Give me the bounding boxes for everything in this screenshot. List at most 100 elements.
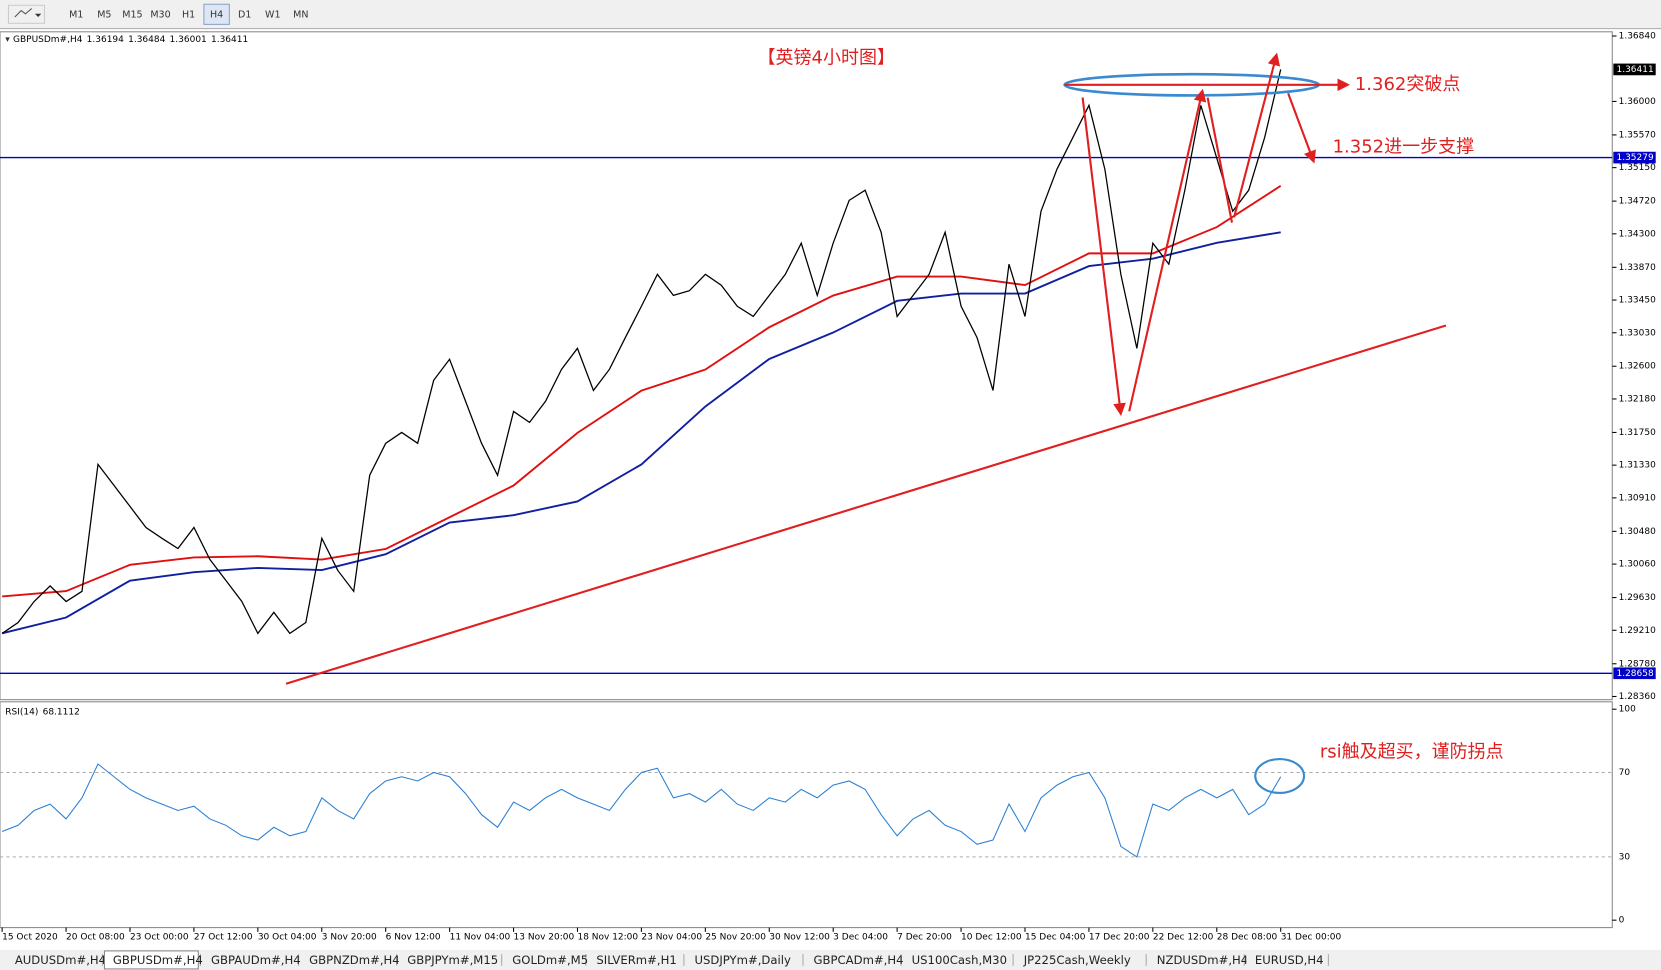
tab[interactable] [398, 950, 500, 969]
timeframe-label[interactable]: H1 [182, 9, 195, 20]
y-tick-label: 1.35150 [1619, 163, 1656, 173]
y-tick-label: 1.28360 [1619, 692, 1656, 702]
tab[interactable] [1246, 950, 1327, 969]
annotations: 【英镑4小时图】 1.362突破点 1.352进一步支撑 rsi触及超买，谨防拐… [285, 47, 1504, 795]
tab[interactable] [587, 950, 682, 969]
tab[interactable] [503, 950, 584, 969]
timeframe-label[interactable]: H4 [210, 9, 223, 20]
price-line [1, 69, 1282, 635]
timeframe-button[interactable] [147, 4, 174, 25]
timeframe-button[interactable] [260, 4, 286, 25]
level-label-box [1613, 151, 1656, 164]
tab-label[interactable]: GBPJPYm#,M15 [407, 953, 498, 967]
tab-label[interactable]: GBPNZDm#,H4 [309, 953, 400, 967]
high: 1.36484 [128, 35, 165, 45]
zigzag-line [1206, 97, 1234, 223]
breakout-label: 1.362突破点 [1355, 74, 1460, 95]
rsi-title: RSI(14) [5, 707, 38, 717]
x-tick-label: 11 Nov 04:00 [450, 933, 511, 943]
tab-label[interactable]: EURUSD,H4 [1255, 953, 1324, 967]
rsi-note: rsi触及超买，谨防拐点 [1320, 742, 1504, 763]
tab[interactable] [686, 950, 801, 969]
tab[interactable] [6, 950, 101, 969]
tab-label[interactable]: SILVERm#,H1 [596, 953, 676, 967]
tab[interactable] [1148, 950, 1243, 969]
x-tick-label: 30 Oct 04:00 [258, 933, 317, 943]
tab[interactable] [202, 950, 297, 969]
moving-average [1, 231, 1281, 635]
rsi-ellipse [1254, 757, 1306, 795]
x-tick-label: 3 Dec 04:00 [833, 933, 888, 943]
tab-label[interactable]: NZDUSDm#,H4 [1157, 953, 1248, 967]
tab-label[interactable]: GBPCADm#,H4 [814, 953, 904, 967]
timeframe-button[interactable] [119, 4, 146, 25]
chart-title: 【英镑4小时图】 [758, 47, 895, 68]
timeframe-button[interactable] [231, 4, 258, 25]
y-tick-label: 1.30480 [1619, 527, 1656, 537]
tab-label[interactable]: GBPAUDm#,H4 [211, 953, 301, 967]
tab-label[interactable]: US100Cash,M30 [912, 953, 1007, 967]
level-label-box [1613, 667, 1656, 680]
level-label: 1.28658 [1617, 669, 1654, 679]
y-tick-label: 1.31330 [1619, 461, 1656, 471]
y-tick-label: 1.29210 [1619, 626, 1656, 636]
tab-label[interactable]: AUDUSDm#,H4 [15, 953, 106, 967]
y-tick-label: 1.36000 [1619, 97, 1656, 107]
timeframe-label[interactable]: W1 [265, 9, 280, 20]
x-tick-label: 15 Oct 2020 [2, 933, 58, 943]
rsi-header: RSI(14) 68.1112 [5, 707, 80, 717]
tab[interactable] [805, 950, 899, 969]
x-tick-label: 6 Nov 12:00 [386, 933, 441, 943]
rsi-line [1, 763, 1282, 858]
y-tick-label: 1.33870 [1619, 263, 1656, 273]
x-tick-label: 22 Dec 12:00 [1153, 933, 1214, 943]
tab[interactable] [903, 950, 1012, 969]
timeframe-label[interactable]: M30 [150, 9, 170, 20]
timeframe-label[interactable]: M5 [97, 9, 111, 20]
rsi-panel [0, 701, 1613, 929]
x-tick-label: 7 Dec 20:00 [897, 933, 952, 943]
tab[interactable] [1015, 950, 1145, 969]
tab-label[interactable]: GBPUSDm#,H4 [113, 953, 203, 967]
timeframe-label[interactable]: D1 [238, 9, 251, 20]
last-price-label: 1.36411 [1617, 65, 1654, 75]
timeframe-button[interactable] [175, 4, 202, 25]
x-tick-label: 27 Oct 12:00 [194, 933, 253, 943]
last-price-box [1613, 63, 1656, 76]
rsi-tick-label: 0 [1619, 916, 1625, 926]
x-tick-label: 25 Nov 20:00 [705, 933, 766, 943]
tab-label[interactable]: GOLDm#,M5 [512, 953, 588, 967]
y-tick-label: 1.30910 [1619, 493, 1656, 503]
x-tick-label: 15 Dec 04:00 [1025, 933, 1086, 943]
timeframe-label[interactable]: M1 [69, 9, 83, 20]
rsi-tick-label: 30 [1619, 852, 1631, 862]
support-arrow [1287, 92, 1316, 164]
x-tick-label: 23 Oct 00:00 [130, 933, 189, 943]
toolbar-icon[interactable] [7, 4, 46, 24]
rsi-last: 68.1112 [43, 707, 80, 717]
y-tick-label: 1.32600 [1619, 362, 1656, 372]
price-panel [0, 31, 1613, 701]
x-tick-label: 17 Dec 20:00 [1089, 933, 1150, 943]
y-tick-label: 1.35570 [1619, 130, 1656, 140]
tab-label[interactable]: JP225Cash,Weekly [1023, 953, 1131, 967]
header-arrow: ▾ [5, 35, 10, 45]
tab[interactable] [300, 950, 395, 969]
x-tick-label: 30 Nov 12:00 [769, 933, 830, 943]
timeframe-label[interactable]: M15 [122, 9, 142, 20]
timeframe-button[interactable] [91, 4, 118, 25]
timeframe-button[interactable] [63, 4, 89, 25]
support-label: 1.352进一步支撑 [1333, 136, 1474, 157]
x-tick-label: 28 Dec 08:00 [1217, 933, 1278, 943]
timeframe-button[interactable] [288, 4, 314, 25]
tab[interactable] [103, 950, 199, 970]
rsi-tick-label: 70 [1619, 768, 1631, 778]
tab-label[interactable]: USDJPYm#,Daily [694, 953, 791, 967]
close: 1.36411 [211, 35, 248, 45]
y-tick-label: 1.28780 [1619, 659, 1656, 669]
y-tick-label: 1.33450 [1619, 296, 1656, 306]
timeframe-label[interactable]: MN [293, 9, 308, 20]
y-tick-label: 1.34300 [1619, 229, 1656, 239]
timeframe-button[interactable] [203, 3, 230, 25]
x-tick-label: 3 Nov 20:00 [322, 933, 377, 943]
